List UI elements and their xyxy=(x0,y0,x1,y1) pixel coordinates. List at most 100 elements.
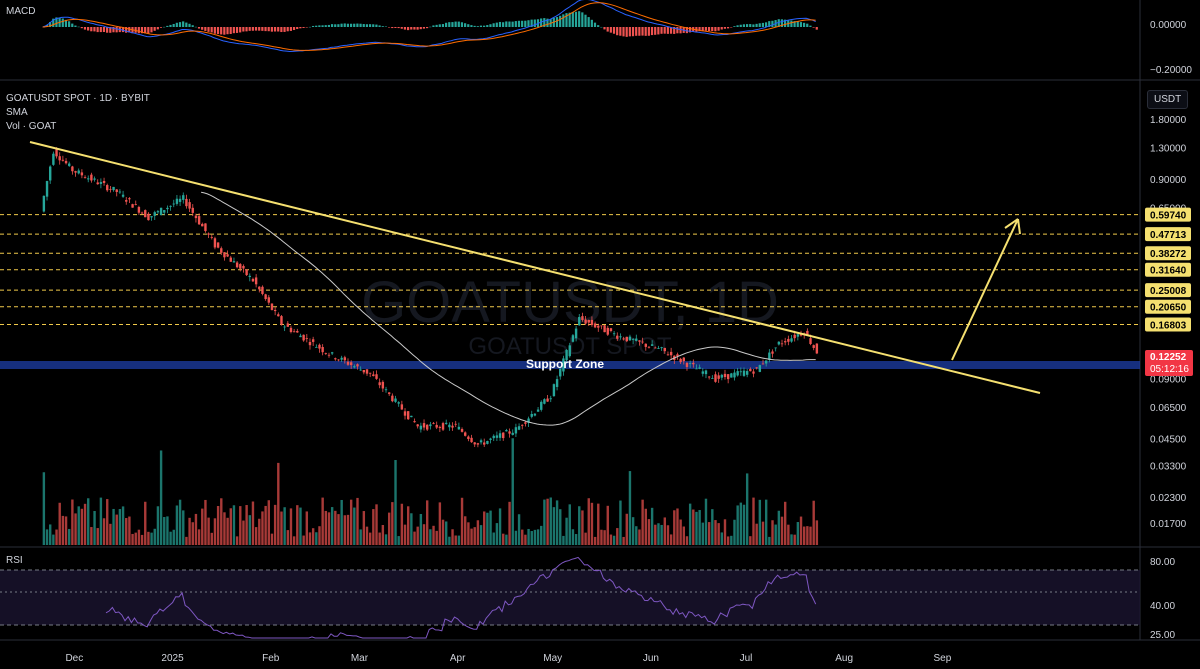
candle-body xyxy=(790,338,793,342)
macd-hist-bar xyxy=(707,27,711,32)
macd-tick-label: −0.20000 xyxy=(1150,65,1192,76)
macd-hist-bar xyxy=(587,17,590,27)
macd-hist-bar xyxy=(64,19,68,27)
volume-bar xyxy=(707,522,711,545)
horizontal-levels xyxy=(0,214,1140,326)
time-axis[interactable]: Dec 2025 Feb Mar Apr May Jun Jul Aug Sep xyxy=(65,653,951,664)
currency-button[interactable]: USDT xyxy=(1147,90,1189,109)
candlesticks xyxy=(42,147,819,448)
volume-bar xyxy=(739,502,743,545)
candle-body xyxy=(58,156,61,161)
candle-body xyxy=(448,424,451,428)
rsi-band xyxy=(0,570,1140,625)
macd-hist-bar xyxy=(410,27,413,30)
candle-body xyxy=(248,275,251,278)
descending-trendline[interactable] xyxy=(29,141,1041,394)
volume-bar xyxy=(799,516,803,545)
macd-hist-bar xyxy=(391,27,394,29)
volume-bar xyxy=(552,507,556,545)
volume-bar xyxy=(210,532,213,545)
candle-body xyxy=(486,440,489,444)
candle-body xyxy=(451,425,454,428)
candle-body xyxy=(416,424,419,427)
candle-body xyxy=(153,212,156,216)
projection-arrow[interactable] xyxy=(951,218,1019,361)
macd-hist-bar xyxy=(334,24,337,27)
candle-body xyxy=(438,426,442,428)
volume-bar xyxy=(701,522,705,545)
macd-hist-bar xyxy=(644,27,647,36)
macd-hist-bar xyxy=(780,19,784,27)
candle-body xyxy=(365,369,369,374)
macd-hist-bar xyxy=(647,27,650,36)
macd-hist-bar xyxy=(590,19,593,27)
volume-bar xyxy=(387,512,391,545)
time-tick-label: Apr xyxy=(450,653,466,664)
volume-bar xyxy=(704,498,708,545)
volume-bar xyxy=(87,498,90,545)
candle-body xyxy=(330,352,334,354)
macd-hist-bar xyxy=(185,22,188,27)
macd-hist-bar xyxy=(235,27,239,33)
candle-body xyxy=(625,336,628,342)
time-tick-label: Aug xyxy=(835,653,853,664)
volume-bar xyxy=(764,499,768,545)
candle-body xyxy=(280,316,283,325)
candle-body xyxy=(457,426,461,430)
volume-bar xyxy=(730,535,733,545)
macd-hist-bar xyxy=(188,23,191,27)
macd-axis[interactable]: 0.00000 −0.20000 xyxy=(1150,20,1192,76)
volume-bar xyxy=(201,508,204,545)
volume-bar xyxy=(125,518,128,545)
volume-bar xyxy=(650,507,654,545)
candle-body xyxy=(498,433,502,438)
macd-hist-bar xyxy=(609,27,612,33)
candle-body xyxy=(87,178,90,180)
volume-bar xyxy=(603,530,606,545)
candle-body xyxy=(318,344,321,349)
macd-hist-bar xyxy=(87,27,90,31)
candle-body xyxy=(197,216,201,225)
candle-body xyxy=(761,363,765,365)
candle-body xyxy=(584,319,587,324)
macd-hist-bar xyxy=(381,26,384,27)
level-tag xyxy=(1145,227,1191,242)
volume-bar xyxy=(711,509,714,545)
volume-bar xyxy=(372,509,375,545)
volume-bar xyxy=(654,524,657,545)
rsi-axis[interactable]: 80.00 40.00 25.00 xyxy=(1150,557,1175,641)
candle-body xyxy=(213,238,217,248)
volume-bar xyxy=(679,519,682,545)
candle-body xyxy=(223,252,226,258)
macd-hist-bar xyxy=(521,20,524,27)
volume-bar xyxy=(106,499,109,545)
candle-body xyxy=(156,211,160,213)
candle-body xyxy=(527,418,530,423)
macd-hist-bar xyxy=(175,22,178,27)
macd-hist-bar xyxy=(511,21,514,27)
macd-hist-bar xyxy=(273,27,277,32)
macd-hist-bar xyxy=(701,27,704,32)
volume-bar xyxy=(777,510,781,545)
volume-bar xyxy=(508,501,511,545)
volume-bar xyxy=(695,511,698,545)
candle-body xyxy=(52,153,55,165)
macd-hist-bar xyxy=(723,27,726,29)
candle-body xyxy=(109,188,112,190)
candle-body xyxy=(793,334,796,339)
macd-hist-bar xyxy=(96,27,99,33)
macd-hist-bar xyxy=(83,27,87,30)
candle-body xyxy=(273,309,277,312)
candle-body xyxy=(163,210,166,213)
macd-hist-bar xyxy=(216,27,220,35)
candle-body xyxy=(381,381,385,389)
candle-body xyxy=(688,363,692,364)
volume-bar xyxy=(454,535,457,545)
support-zone-band xyxy=(0,361,1140,369)
volume-bar xyxy=(505,534,508,545)
macd-hist-bar xyxy=(565,13,568,27)
macd-hist-bar xyxy=(254,27,258,31)
candle-body xyxy=(745,371,749,375)
level-tag xyxy=(1145,317,1191,332)
